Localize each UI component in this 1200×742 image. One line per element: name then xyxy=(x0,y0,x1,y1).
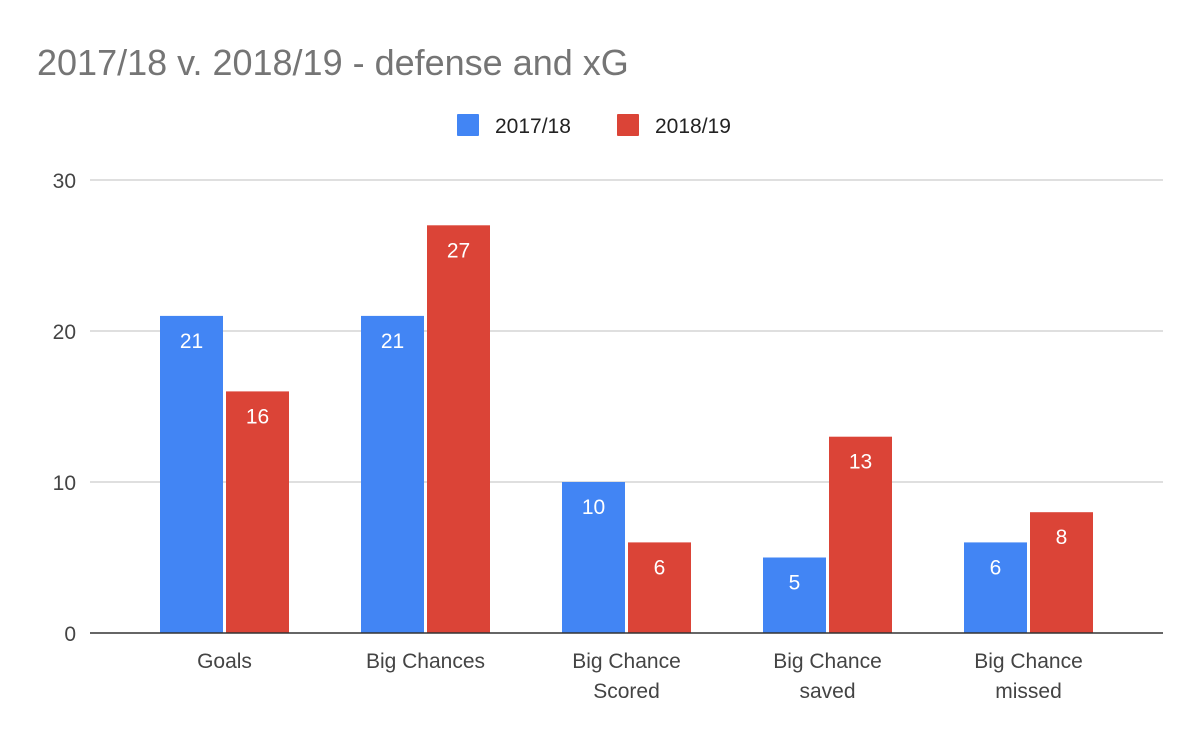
bar-value-label: 21 xyxy=(381,330,404,353)
chart-title: 2017/18 v. 2018/19 - defense and xG xyxy=(37,42,629,83)
y-tick-label: 30 xyxy=(53,170,76,193)
x-tick-label: Big Chance xyxy=(572,650,681,673)
bar-value-label: 10 xyxy=(582,496,605,519)
x-tick-label: Big Chances xyxy=(366,650,485,673)
bar xyxy=(829,436,892,633)
bar-value-label: 16 xyxy=(246,405,269,428)
bars xyxy=(160,225,1093,634)
bar xyxy=(226,391,289,633)
bar-value-label: 21 xyxy=(180,330,203,353)
legend-label: 2017/18 xyxy=(495,115,571,138)
y-axis-ticks: 0 10 20 30 xyxy=(53,170,76,646)
bar-value-label: 8 xyxy=(1056,526,1068,549)
bar xyxy=(427,225,490,634)
bar-value-label: 5 xyxy=(789,572,801,595)
bar xyxy=(562,482,625,633)
legend-label: 2018/19 xyxy=(655,115,731,138)
bar xyxy=(763,557,826,633)
x-tick-label: Big Chance xyxy=(974,650,1083,673)
bar xyxy=(160,315,223,633)
x-tick-label: Goals xyxy=(197,650,252,673)
legend-swatch xyxy=(457,114,479,136)
bar-value-label: 13 xyxy=(849,451,872,474)
legend: 2017/18 2018/19 xyxy=(457,114,731,138)
y-tick-label: 20 xyxy=(53,321,76,344)
legend-swatch xyxy=(617,114,639,136)
bar-value-label: 6 xyxy=(654,556,666,579)
bar xyxy=(964,542,1027,633)
x-tick-label: missed xyxy=(995,680,1062,703)
bar xyxy=(628,542,691,633)
y-tick-label: 10 xyxy=(53,472,76,495)
x-tick-label: Scored xyxy=(593,680,660,703)
bar-value-label: 6 xyxy=(990,556,1002,579)
bar-labels: 21 16 21 27 10 6 5 13 6 8 xyxy=(180,239,1068,594)
bar-value-label: 27 xyxy=(447,239,470,262)
x-axis-ticks: Goals Big Chances Big Chance Scored Big Chan… xyxy=(197,650,1083,703)
bar xyxy=(1030,512,1093,633)
y-tick-label: 0 xyxy=(64,623,76,646)
x-tick-label: Big Chance xyxy=(773,650,882,673)
x-tick-label: saved xyxy=(799,680,855,703)
bar xyxy=(361,315,424,633)
